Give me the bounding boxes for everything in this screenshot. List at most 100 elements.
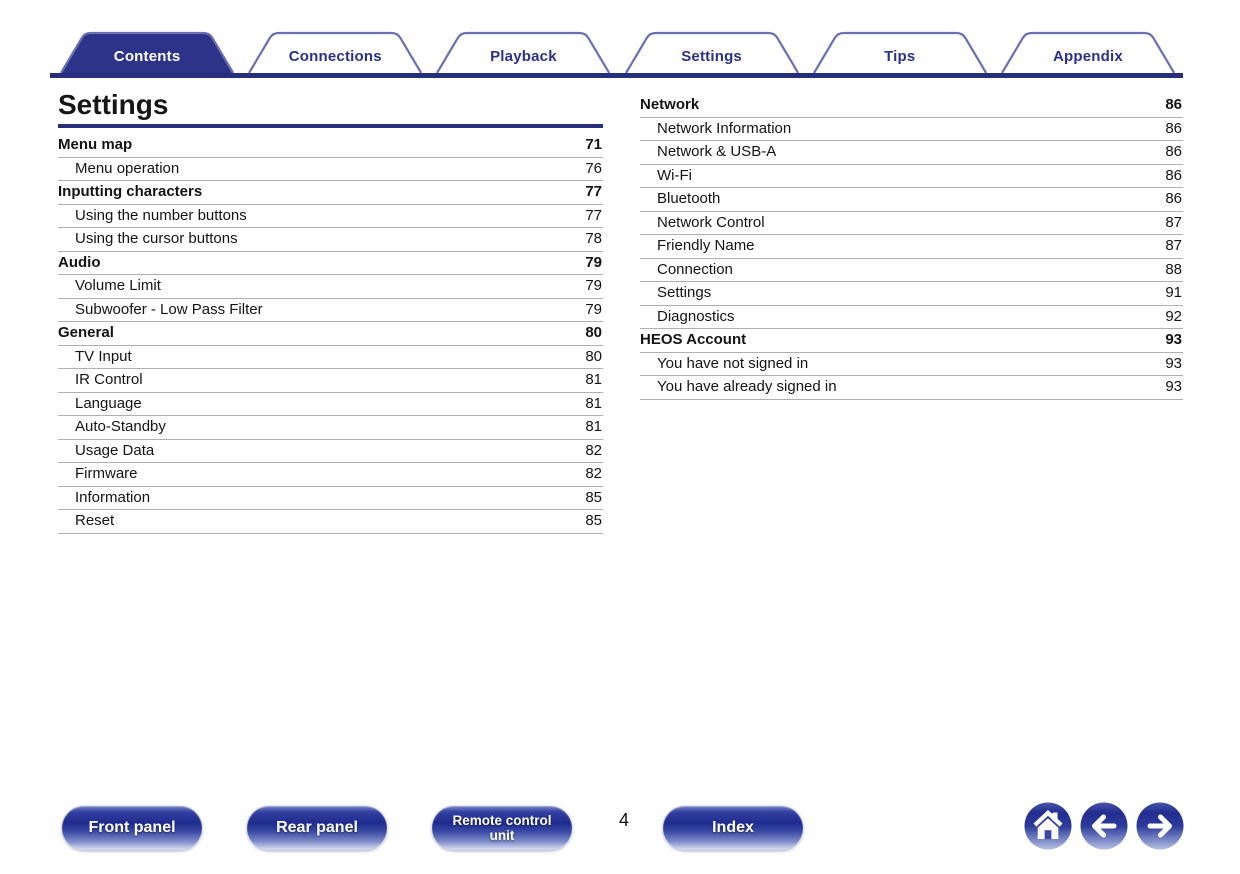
toc-entry-label: Connection [657, 260, 733, 278]
toc-row[interactable]: Information 85 [58, 487, 603, 510]
toc-entry-label: IR Control [75, 371, 143, 389]
toc-row[interactable]: You have already signed in 93 [640, 376, 1183, 400]
page-title: Settings [58, 89, 169, 120]
toc-entry-label: Using the cursor buttons [75, 230, 238, 248]
front-panel-button[interactable]: Front panel [62, 806, 202, 850]
tab-connections[interactable]: Connections [248, 31, 423, 74]
toc-row[interactable]: Auto-Standby 81 [58, 416, 603, 440]
rear-panel-button[interactable]: Rear panel [247, 806, 387, 850]
tab-shape [60, 31, 235, 74]
toc-row[interactable]: Wi-Fi 86 [640, 165, 1183, 188]
toc-entry-page: 80 [585, 347, 602, 365]
remote-control-unit-button[interactable]: Remote control unit [432, 806, 572, 850]
toc-entry-label: Network [640, 96, 700, 114]
back-arrow-icon [1080, 802, 1128, 850]
toc-entry-page: 92 [1165, 307, 1182, 325]
toc-list-right: Network 86 Network Information 86 Network & … [640, 94, 1183, 400]
back-button[interactable] [1080, 802, 1128, 850]
toc-entry-page: 85 [585, 512, 602, 530]
toc-entry-page: 87 [1165, 237, 1182, 255]
toc-entry-label: Menu map [58, 136, 133, 154]
toc-entry-page: 86 [1165, 96, 1182, 114]
toc-entry-label: Firmware [75, 465, 138, 483]
toc-right-column: Network 86 Network Information 86 Network & … [640, 94, 1183, 400]
toc-entry-page: 93 [1165, 378, 1182, 396]
toc-row[interactable]: Network Control 87 [640, 212, 1183, 235]
tab-shape [436, 31, 611, 74]
toc-entry-page: 81 [585, 394, 602, 412]
toc-entry-label: Network & USB-A [657, 143, 777, 161]
toc-row[interactable]: Settings 91 [640, 282, 1183, 306]
toc-entry-page: 87 [1165, 213, 1182, 231]
toc-entry-page: 80 [585, 324, 602, 342]
toc-entry-page: 79 [585, 253, 602, 271]
index-button[interactable]: Index [663, 806, 803, 850]
toc-row[interactable]: Language 81 [58, 393, 603, 416]
toc-entry-label: Friendly Name [657, 237, 755, 255]
toc-row[interactable]: Inputting characters 77 [58, 181, 603, 205]
toc-row[interactable]: Network 86 [640, 94, 1183, 118]
toc-entry-page: 91 [1165, 284, 1182, 302]
toc-entry-page: 81 [585, 418, 602, 436]
toc-entry-page: 81 [585, 371, 602, 389]
toc-list-left: Menu map 71 Menu operation 76 Inputting char… [58, 134, 603, 534]
toc-entry-label: Using the number buttons [75, 206, 247, 224]
tab-appendix[interactable]: Appendix [1000, 31, 1175, 74]
toc-row[interactable]: Subwoofer - Low Pass Filter 79 [58, 299, 603, 322]
toc-entry-page: 85 [585, 488, 602, 506]
toc-entry-page: 79 [585, 277, 602, 295]
toc-row[interactable]: Usage Data 82 [58, 440, 603, 463]
tab-settings[interactable]: Settings [624, 31, 799, 74]
toc-row[interactable]: Diagnostics 92 [640, 306, 1183, 329]
tab-playback[interactable]: Playback [436, 31, 611, 74]
tab-underline [50, 73, 1183, 78]
toc-row[interactable]: Audio 79 [58, 252, 603, 275]
toc-row[interactable]: Firmware 82 [58, 463, 603, 487]
toc-row[interactable]: Network Information 86 [640, 118, 1183, 141]
remote-button-label-line1: Remote control [452, 813, 552, 828]
toc-entry-page: 82 [585, 441, 602, 459]
toc-row[interactable]: Using the number buttons 77 [58, 205, 603, 228]
toc-entry-label: Volume Limit [75, 277, 161, 295]
tab-label: Settings [681, 48, 742, 65]
toc-entry-label: Network Control [657, 213, 765, 231]
tab-label: Tips [884, 48, 916, 65]
toc-entry-label: Inputting characters [58, 183, 203, 201]
tab-shape [1000, 31, 1175, 74]
toc-row[interactable]: Network & USB-A 86 [640, 141, 1183, 165]
toc-entry-label: Language [75, 394, 142, 412]
tab-shape [248, 31, 423, 74]
toc-entry-page: 86 [1165, 119, 1182, 137]
toc-row[interactable]: IR Control 81 [58, 369, 603, 393]
forward-button[interactable] [1136, 802, 1184, 850]
toc-row[interactable]: Bluetooth 86 [640, 188, 1183, 212]
toc-entry-label: Diagnostics [657, 307, 735, 325]
toc-row[interactable]: Friendly Name 87 [640, 235, 1183, 259]
toc-row[interactable]: Menu map 71 [58, 134, 603, 158]
home-button[interactable] [1024, 802, 1072, 850]
tab-label: Contents [113, 48, 181, 65]
index-button-label: Index [712, 819, 754, 836]
toc-entry-label: Bluetooth [657, 190, 721, 208]
tab-contents[interactable]: Contents [60, 31, 235, 74]
toc-entry-page: 93 [1165, 331, 1182, 349]
toc-entry-page: 82 [585, 465, 602, 483]
toc-row[interactable]: Connection 88 [640, 259, 1183, 282]
front-panel-button-label: Front panel [88, 819, 176, 836]
tab-shape [812, 31, 987, 74]
tab-tips[interactable]: Tips [812, 31, 987, 74]
forward-arrow-icon [1136, 802, 1184, 850]
toc-row[interactable]: TV Input 80 [58, 346, 603, 369]
toc-row[interactable]: Menu operation 76 [58, 158, 603, 181]
toc-left-column: Settings Menu map 71 Menu operation 76 Input… [58, 90, 603, 534]
tab-label: Appendix [1052, 48, 1123, 65]
tab-shape [624, 31, 799, 74]
toc-row[interactable]: You have not signed in 93 [640, 353, 1183, 376]
toc-row[interactable]: Reset 85 [58, 510, 603, 534]
toc-entry-label: TV Input [75, 347, 132, 365]
toc-row[interactable]: Using the cursor buttons 78 [58, 228, 603, 252]
toc-row[interactable]: General 80 [58, 322, 603, 346]
toc-entry-page: 78 [585, 230, 602, 248]
toc-row[interactable]: HEOS Account 93 [640, 329, 1183, 353]
toc-row[interactable]: Volume Limit 79 [58, 275, 603, 299]
